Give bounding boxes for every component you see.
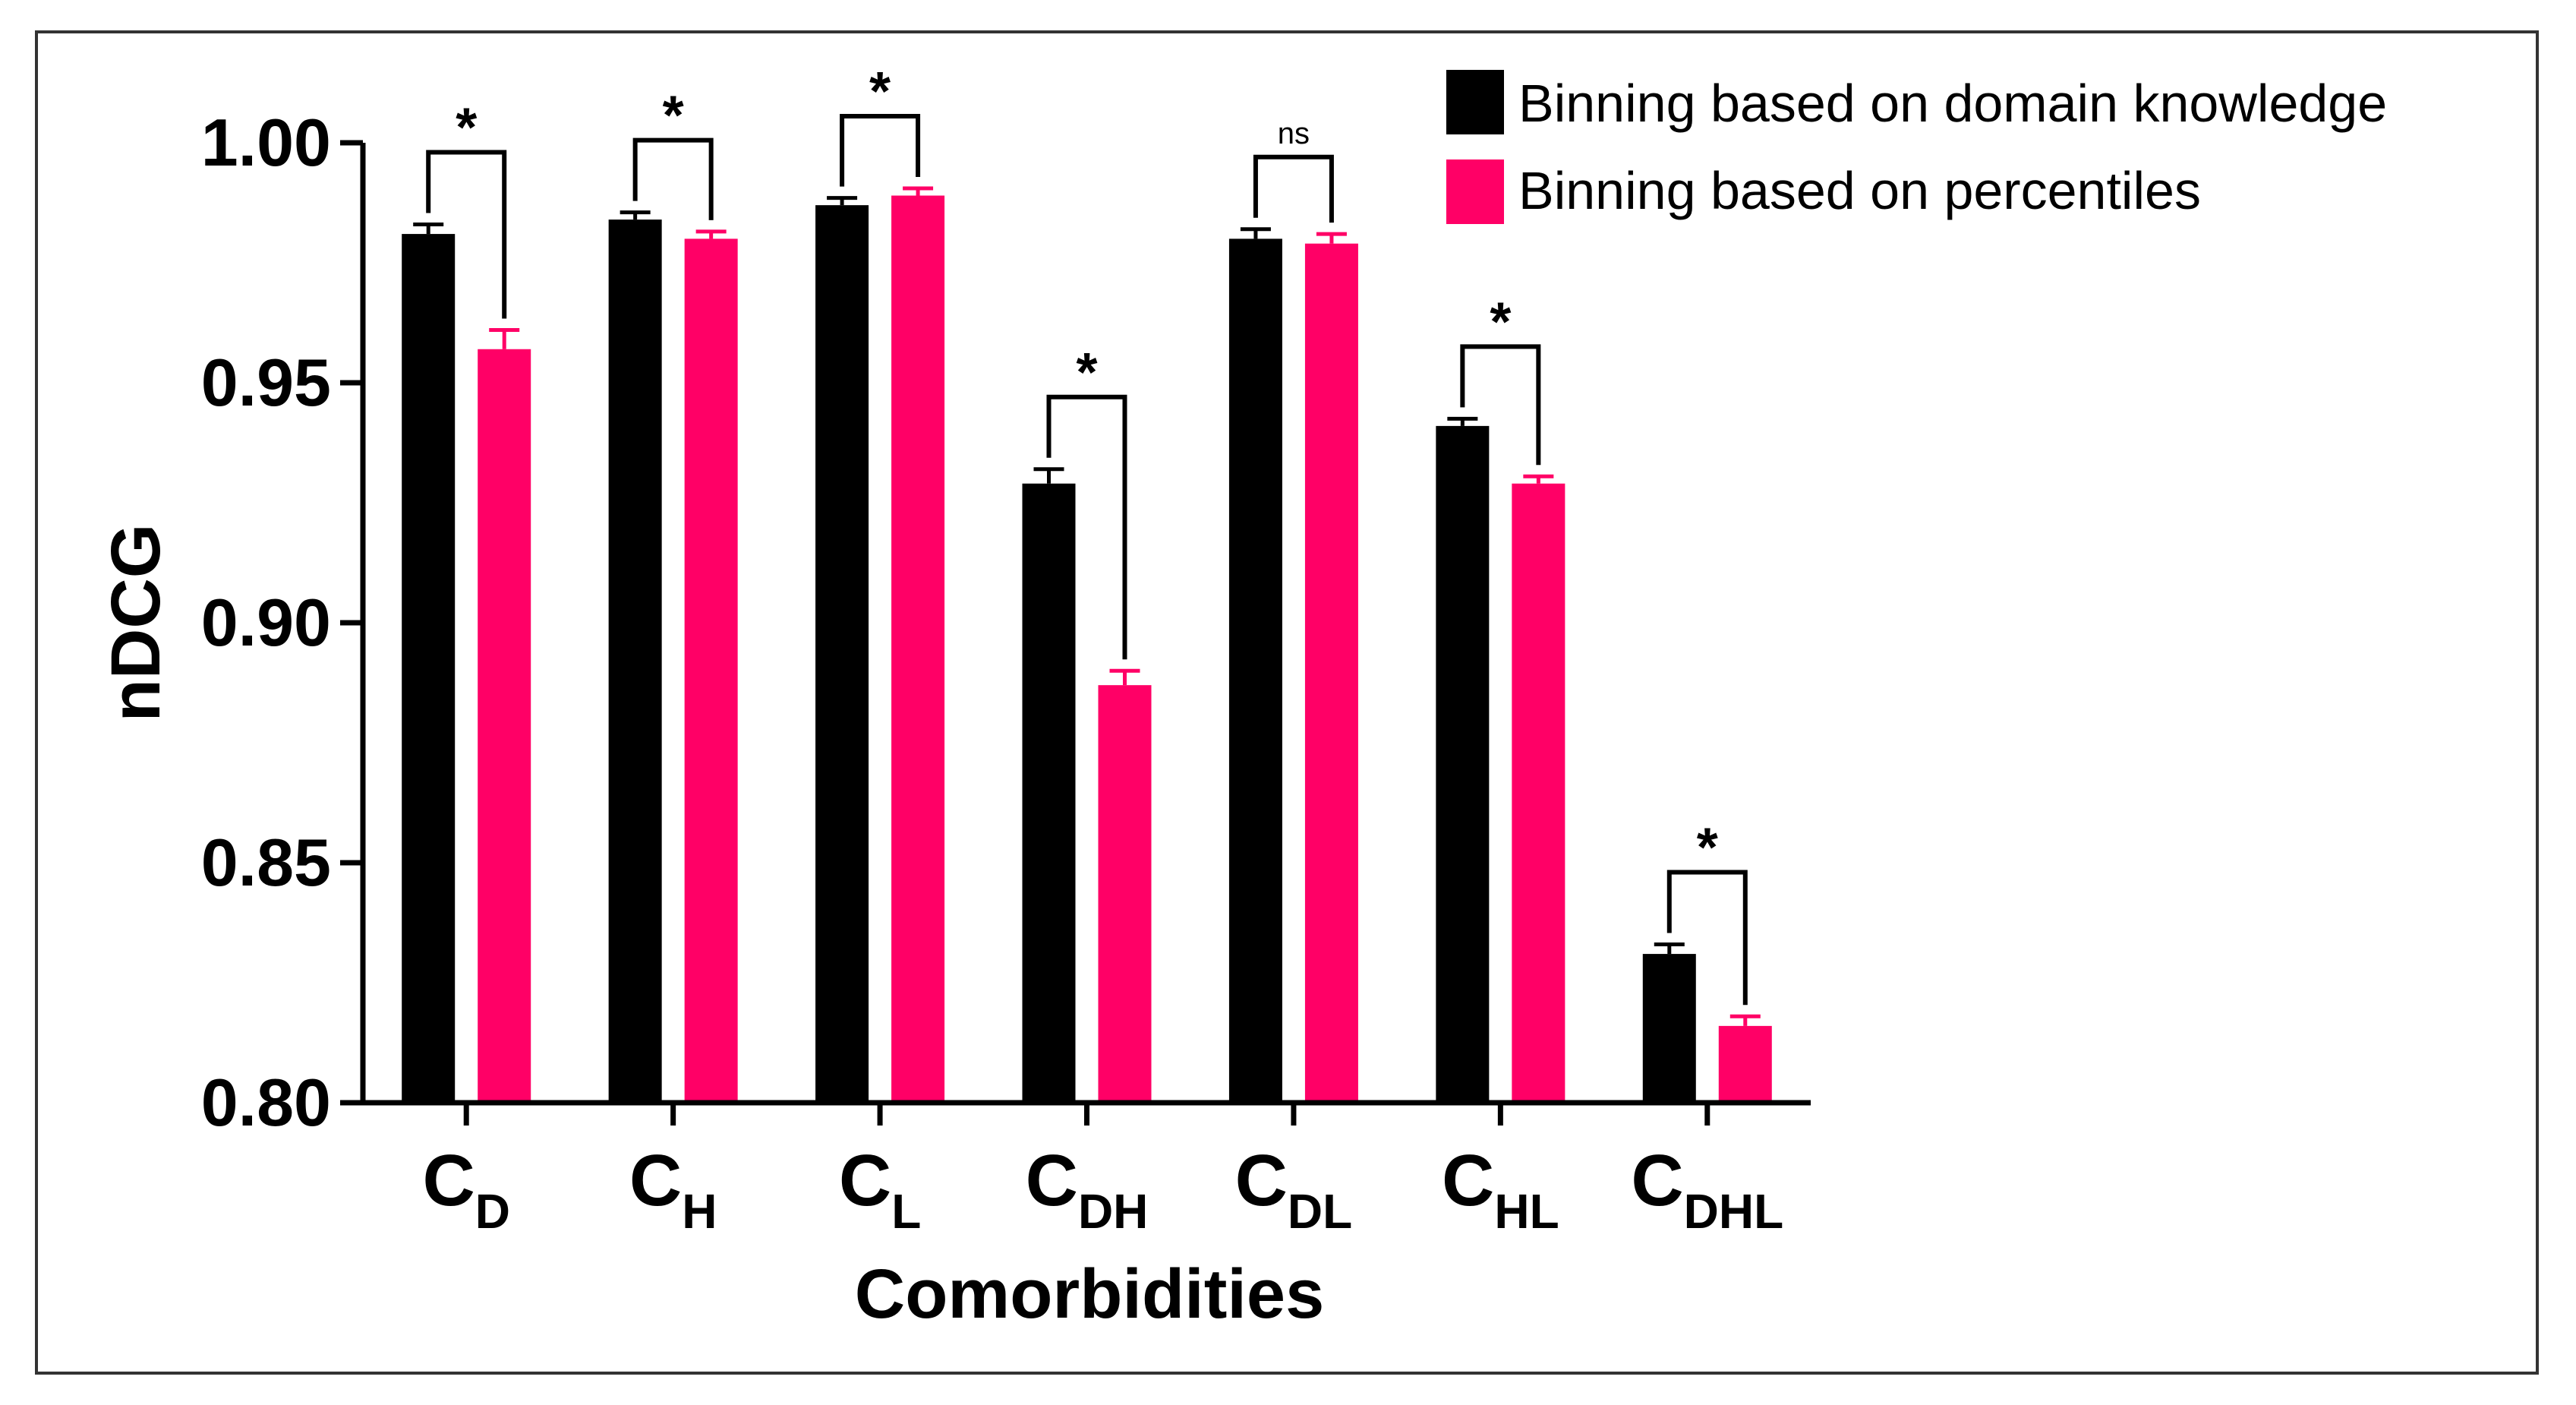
significance-label: *: [1697, 817, 1718, 878]
bar-percentiles-dhl: [1718, 1025, 1772, 1103]
bars-layer: [402, 186, 1772, 1103]
y-tick-label: 0.80: [201, 1065, 331, 1140]
x-tick-label-hl: CHL: [1442, 1140, 1559, 1239]
legend-label-percentiles: Binning based on percentiles: [1518, 161, 2201, 220]
bar-percentiles-d: [478, 349, 531, 1103]
x-tick-label-dl: CDL: [1235, 1140, 1353, 1239]
legend-label-domain-knowledge: Binning based on domain knowledge: [1518, 74, 2387, 133]
y-tick-label: 0.85: [201, 825, 331, 900]
bar-percentiles-h: [684, 238, 738, 1103]
significance-layer: * * * * ns * *: [426, 62, 1748, 1006]
y-tick-label: 1.00: [201, 105, 331, 180]
category-subscript: L: [891, 1184, 921, 1239]
x-tick-label-l: CL: [839, 1140, 921, 1239]
category-subscript: DHL: [1684, 1184, 1784, 1239]
significance-label: *: [663, 86, 684, 147]
x-axis-title: Comorbidities: [855, 1255, 1324, 1333]
axes-layer: [360, 143, 1811, 1106]
significance-bracket: [1046, 394, 1127, 660]
category-subscript: D: [475, 1184, 510, 1239]
category-subscript: HL: [1494, 1184, 1559, 1239]
x-ticks-layer: CD CH CL CDH CDL CHL CDHL: [422, 1103, 1783, 1239]
x-tick-label-dhl: CDHL: [1631, 1140, 1783, 1239]
bar-percentiles-dh: [1098, 685, 1152, 1103]
x-tick-label-dh: CDH: [1026, 1140, 1149, 1239]
bar-percentiles-l: [891, 195, 945, 1103]
significance-label: *: [456, 97, 477, 158]
significance-bracket: [632, 137, 714, 220]
significance-label: *: [869, 62, 891, 122]
category-subscript: DH: [1078, 1184, 1148, 1239]
bar-domain-knowledge-dhl: [1642, 954, 1696, 1103]
significance-label: ns: [1278, 117, 1310, 150]
significance-label: *: [1076, 343, 1097, 403]
x-tick-label-h: CH: [629, 1140, 717, 1239]
category-main-letter: C: [629, 1140, 682, 1221]
y-tick-label: 0.90: [201, 585, 331, 660]
category-main-letter: C: [1235, 1140, 1288, 1221]
legend: Binning based on domain knowledge Binnin…: [1446, 70, 2387, 224]
bar-percentiles-hl: [1512, 483, 1565, 1103]
significance-bracket: [1666, 870, 1748, 1006]
category-subscript: H: [682, 1184, 717, 1239]
bar-domain-knowledge-l: [815, 205, 869, 1103]
y-tick-label: 0.95: [201, 345, 331, 420]
bar-domain-knowledge-hl: [1436, 425, 1490, 1103]
y-axis-title: nDCG: [97, 524, 175, 722]
significance-bracket: [1253, 154, 1334, 223]
significance-bracket: [840, 114, 921, 187]
significance-bracket: [1460, 344, 1541, 466]
category-main-letter: C: [422, 1140, 475, 1221]
bar-percentiles-dl: [1304, 243, 1358, 1103]
legend-swatch-percentiles: [1446, 159, 1504, 224]
bar-domain-knowledge-d: [402, 234, 456, 1103]
x-tick-label-d: CD: [422, 1140, 510, 1239]
legend-swatch-domain-knowledge: [1446, 70, 1504, 134]
significance-label: *: [1490, 292, 1511, 352]
category-main-letter: C: [1442, 1140, 1494, 1221]
significance-bracket: [426, 150, 507, 319]
category-main-letter: C: [839, 1140, 891, 1221]
category-subscript: DL: [1288, 1184, 1352, 1239]
category-main-letter: C: [1026, 1140, 1078, 1221]
bar-domain-knowledge-dh: [1022, 483, 1076, 1103]
y-ticks-layer: 0.80 0.85 0.90 0.95 1.00: [201, 105, 363, 1140]
bar-domain-knowledge-h: [608, 219, 662, 1103]
category-main-letter: C: [1631, 1140, 1683, 1221]
bar-domain-knowledge-dl: [1228, 238, 1282, 1103]
figure-frame: [35, 30, 2539, 1375]
